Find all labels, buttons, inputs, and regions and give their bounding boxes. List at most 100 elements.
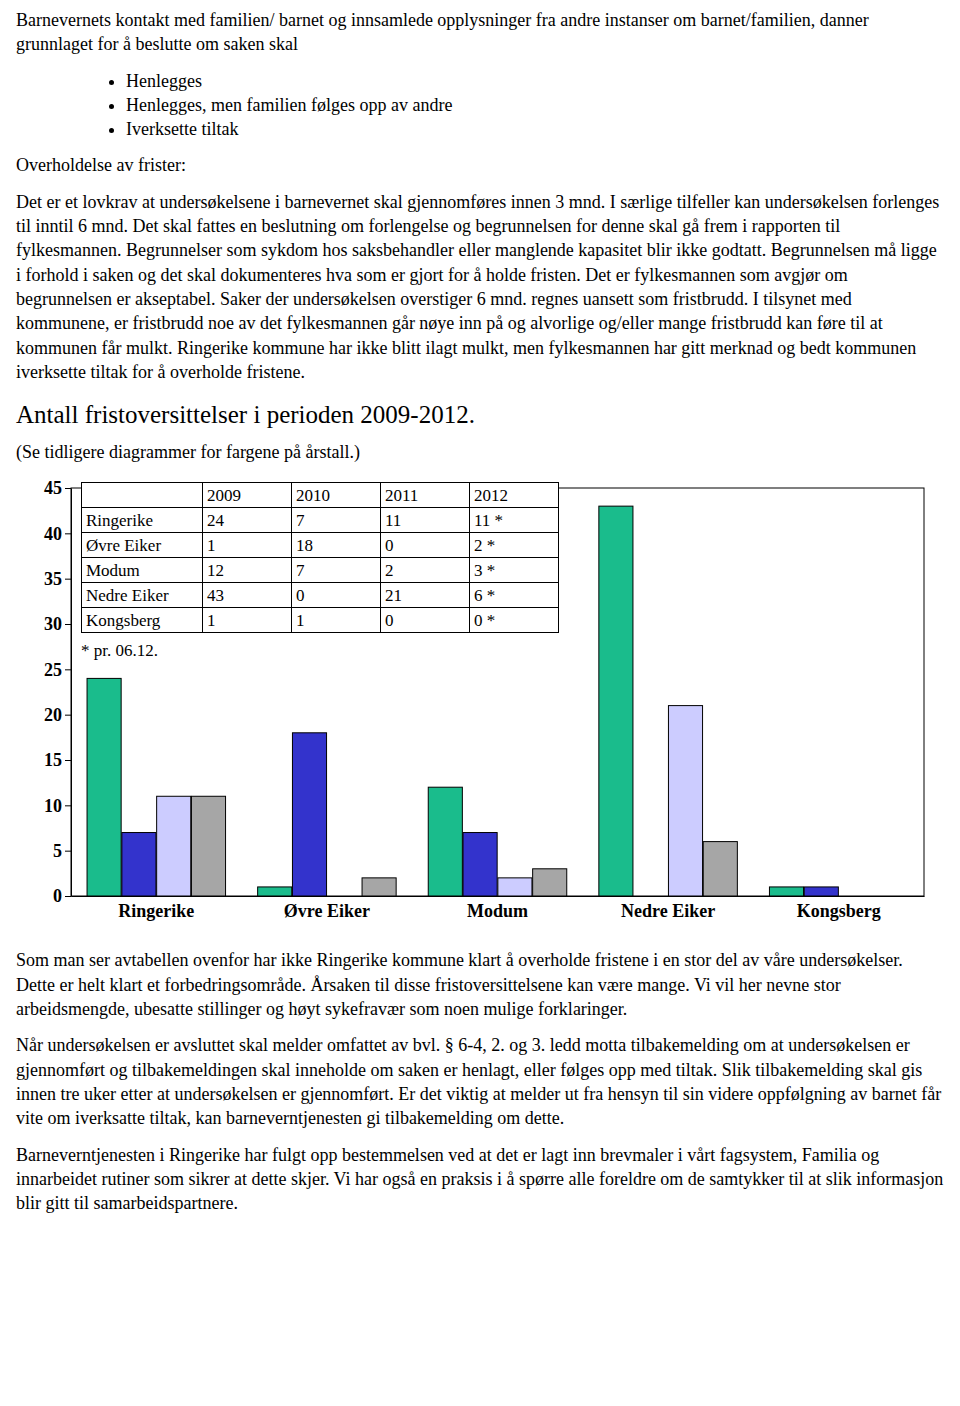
bar	[874, 896, 908, 897]
bar	[769, 887, 803, 896]
tick: 10	[44, 796, 71, 816]
bar	[599, 507, 633, 897]
tick-label: 45	[44, 479, 62, 499]
tick-label: 0	[53, 887, 62, 907]
table-row: Modum12723 *	[82, 558, 559, 583]
table-cell: 0	[381, 533, 470, 558]
bar	[839, 896, 873, 897]
footnote: * pr. 06.12.	[81, 640, 158, 663]
bar	[122, 833, 156, 896]
tick-mark	[65, 715, 71, 716]
tick-mark	[65, 760, 71, 761]
tick-label: Nedre Eiker	[621, 901, 715, 921]
tick: 45	[44, 479, 71, 499]
table-cell: 11 *	[470, 508, 559, 533]
bar	[498, 878, 532, 896]
tick-label: 20	[44, 705, 62, 725]
table-cell	[82, 483, 203, 508]
table-cell: 0 *	[470, 608, 559, 633]
axis-line	[72, 896, 925, 897]
tick: 0	[53, 887, 71, 907]
table-row: Øvre Eiker11802 *	[82, 533, 559, 558]
bar	[668, 706, 702, 896]
tick: Modum	[467, 896, 528, 921]
tick-mark	[65, 896, 71, 897]
table-cell: 2 *	[470, 533, 559, 558]
table-cell: 21	[381, 583, 470, 608]
tick: 35	[44, 569, 71, 589]
section-label: Overholdelse av frister:	[16, 153, 944, 177]
table-cell: 1	[203, 608, 292, 633]
paragraph: Barnevernets kontakt med familien/ barne…	[16, 8, 944, 57]
bar	[87, 679, 121, 897]
tick-mark	[65, 534, 71, 535]
tick-label: Ringerike	[118, 901, 194, 921]
paragraph: Som man ser avtabellen ovenfor har ikke …	[16, 948, 944, 1021]
bar	[703, 842, 737, 896]
table-row: Kongsberg1100 *	[82, 608, 559, 633]
table-cell: Nedre Eiker	[82, 583, 203, 608]
tick-label: 35	[44, 569, 62, 589]
table-cell: 6 *	[470, 583, 559, 608]
table-header-cell: 2012	[470, 483, 559, 508]
axis-line	[71, 489, 72, 897]
tick-mark	[65, 579, 71, 580]
note: (Se tidligere diagrammer for fargene på …	[16, 440, 944, 464]
heading: Antall fristoversittelser i perioden 200…	[16, 400, 944, 430]
bullet-item: Iverksette tiltak	[126, 117, 944, 141]
tick: Øvre Eiker	[284, 896, 370, 921]
tick-label: 25	[44, 660, 62, 680]
tick-mark	[65, 670, 71, 671]
tick-label: Øvre Eiker	[284, 901, 370, 921]
table-header-cell: 2011	[381, 483, 470, 508]
table-cell: 1	[292, 608, 381, 633]
table-cell: 7	[292, 558, 381, 583]
tick-label: 15	[44, 751, 62, 771]
tick-mark	[65, 488, 71, 489]
tick: Kongsberg	[797, 896, 881, 921]
tick: 5	[53, 841, 71, 861]
chart: 051015202530354045RingerikeØvre EikerMod…	[16, 476, 944, 936]
table-header-cell: 2009	[203, 483, 292, 508]
table-cell: 3 *	[470, 558, 559, 583]
table-cell: 7	[292, 508, 381, 533]
bar	[362, 878, 396, 896]
tick-label: 30	[44, 615, 62, 635]
bullet-list: HenleggesHenlegges, men familien følges …	[16, 69, 944, 142]
tick: Ringerike	[118, 896, 194, 921]
tick: 40	[44, 524, 71, 544]
tick-label: Kongsberg	[797, 901, 881, 921]
table-cell: 2	[381, 558, 470, 583]
table-cell: 0	[381, 608, 470, 633]
table-row: Ringerike2471111 *	[82, 508, 559, 533]
bar	[463, 833, 497, 896]
tick-mark	[65, 851, 71, 852]
tick-label: 40	[44, 524, 62, 544]
paragraph: Når undersøkelsen er avsluttet skal meld…	[16, 1033, 944, 1130]
table-cell: Modum	[82, 558, 203, 583]
bar	[191, 797, 225, 897]
bar	[804, 887, 838, 896]
bar	[428, 788, 462, 897]
tick-label: 10	[44, 796, 62, 816]
y-axis: 0 5 10 15 20 25 30 35 40 45	[44, 479, 72, 907]
table-cell: 18	[292, 533, 381, 558]
bar	[258, 887, 292, 896]
table-header-cell: 2010	[292, 483, 381, 508]
table-cell: 11	[381, 508, 470, 533]
x-axis: Ringerike Øvre Eiker Modum Nedre Eiker Kongs…	[72, 896, 925, 921]
tick-label: Modum	[467, 901, 528, 921]
bar	[157, 797, 191, 897]
table-cell: Øvre Eiker	[82, 533, 203, 558]
tick-mark	[65, 624, 71, 625]
table-row: Nedre Eiker430216 *	[82, 583, 559, 608]
bullet-item: Henlegges	[126, 69, 944, 93]
tick: 15	[44, 751, 71, 771]
tick: 30	[44, 615, 71, 635]
bar	[327, 896, 361, 897]
table-cell: 24	[203, 508, 292, 533]
bar	[634, 896, 668, 897]
table-cell: 0	[292, 583, 381, 608]
table-cell: 1	[203, 533, 292, 558]
table-header: 2009201020112012	[82, 483, 559, 508]
